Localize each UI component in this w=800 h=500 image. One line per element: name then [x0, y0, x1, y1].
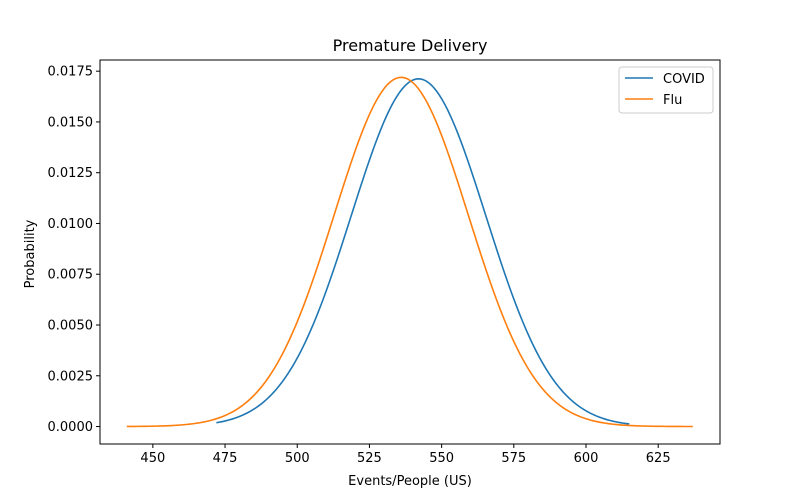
- x-tick-label: 575: [501, 451, 526, 466]
- y-tick-label: 0.0075: [48, 268, 94, 283]
- x-tick-label: 550: [429, 451, 454, 466]
- y-tick-label: 0.0000: [48, 420, 94, 435]
- x-tick-label: 500: [285, 451, 310, 466]
- y-tick-label: 0.0025: [48, 369, 94, 384]
- legend: COVID Flu: [618, 66, 714, 114]
- x-tick-label: 450: [140, 451, 165, 466]
- x-tick-label: 475: [213, 451, 238, 466]
- x-axis-label: Events/People (US): [348, 474, 472, 489]
- series-line-flu: [126, 76, 693, 428]
- y-tick-label: 0.0050: [48, 319, 94, 334]
- y-tick-label: 0.0150: [48, 115, 94, 130]
- series-line-covid: [216, 78, 630, 425]
- legend-label-flu: Flu: [663, 93, 682, 108]
- x-tick-label: 625: [646, 451, 671, 466]
- x-tick-label: 600: [574, 451, 599, 466]
- x-tick-label: 525: [357, 451, 382, 466]
- y-axis-label: Probability: [23, 219, 38, 288]
- y-tick-label: 0.0175: [48, 65, 94, 80]
- axes-frame: [99, 59, 721, 445]
- x-axis: 450 475 500 525 550 575 600 625: [140, 444, 671, 466]
- legend-label-covid: COVID: [663, 72, 705, 87]
- plot-area: [99, 59, 721, 445]
- y-tick-label: 0.0125: [48, 166, 94, 181]
- y-axis: 0.0000 0.0025 0.0050 0.0075 0.0100 0.0125 0.01…: [48, 65, 100, 435]
- y-tick-label: 0.0100: [48, 217, 94, 232]
- chart-title: Premature Delivery: [333, 36, 488, 55]
